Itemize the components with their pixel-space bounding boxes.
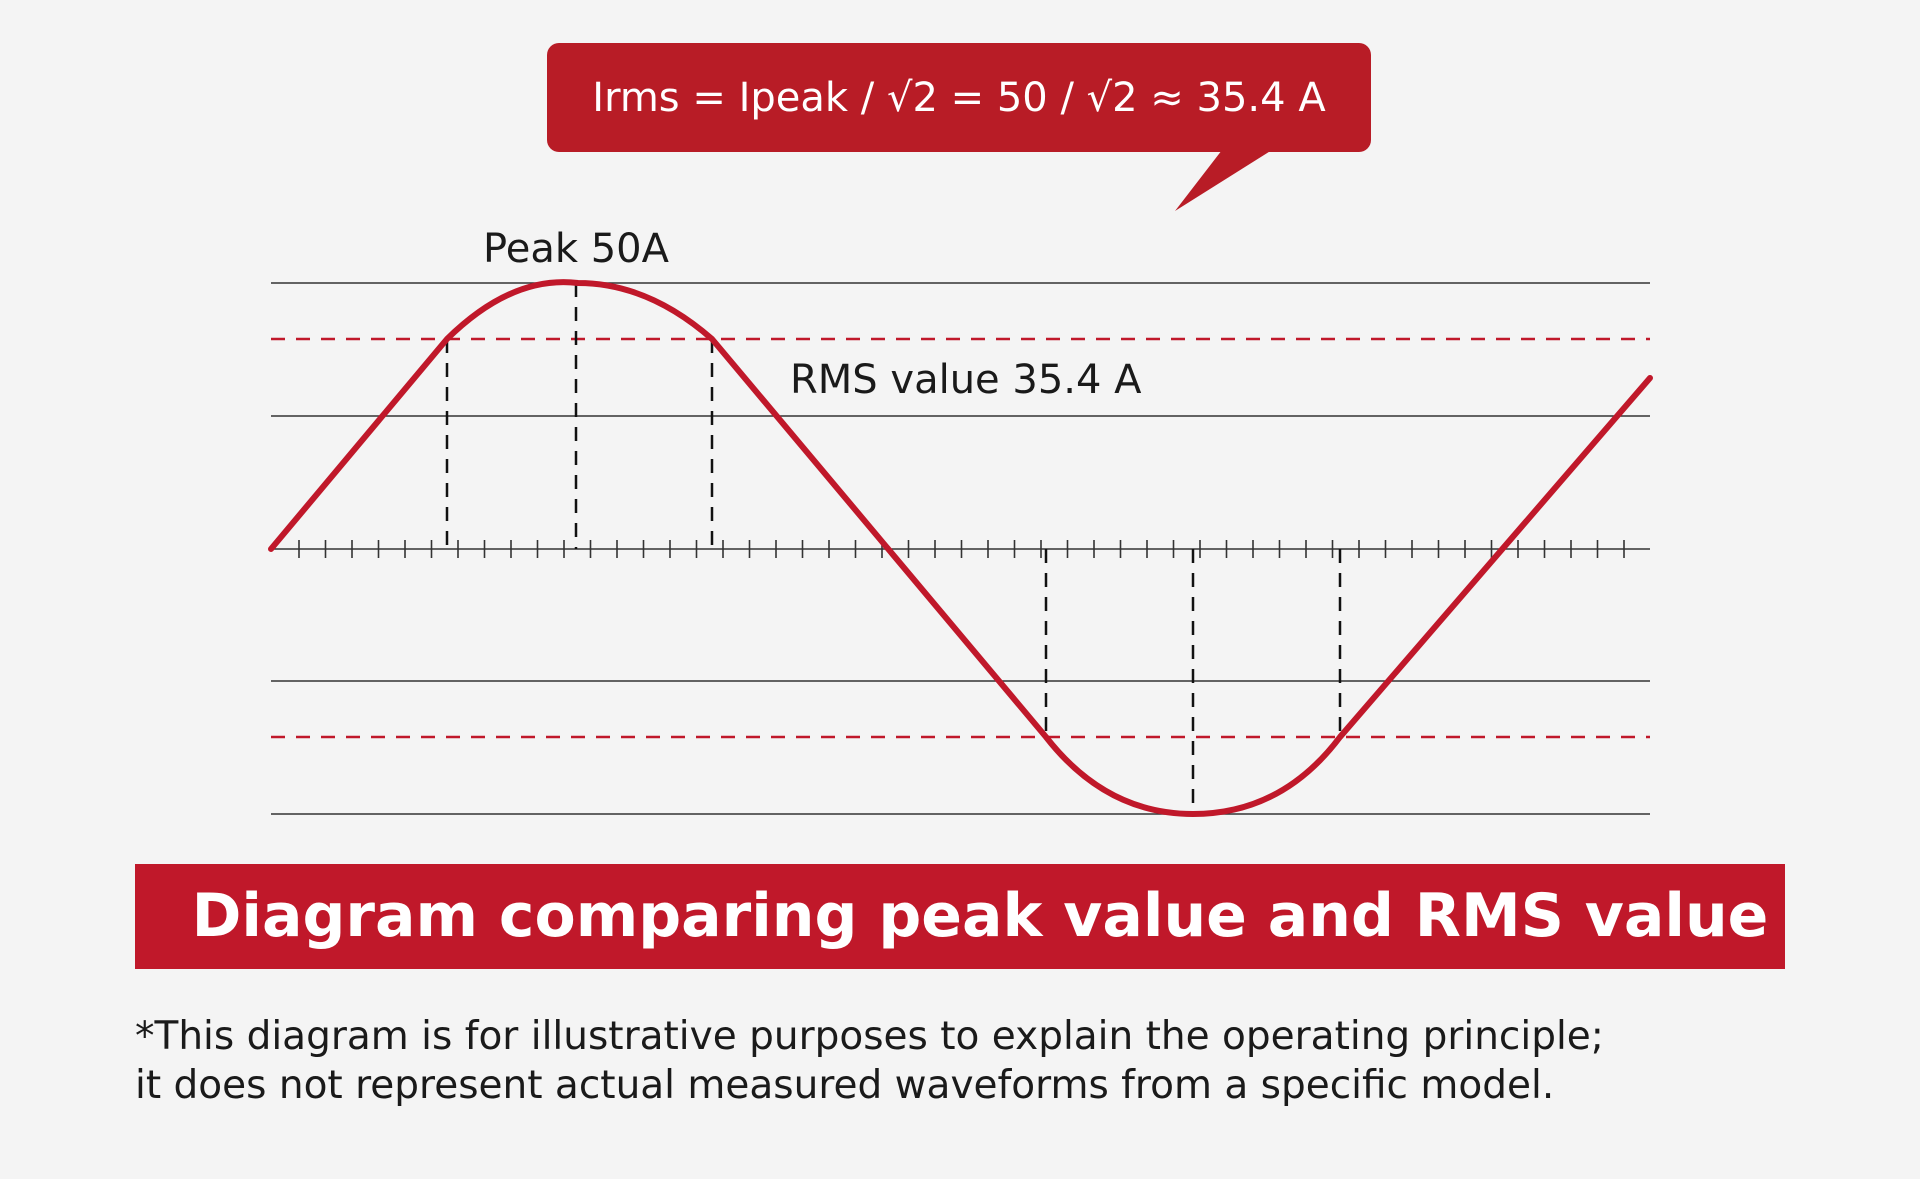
axis-ticks	[298, 540, 1625, 558]
peak-label: Peak 50A	[483, 226, 670, 272]
callout-pointer	[1175, 150, 1272, 211]
note-line-1: *This diagram is for illustrative purpos…	[135, 1014, 1604, 1059]
note-line-2: it does not represent actual measured wa…	[135, 1063, 1554, 1108]
grid	[271, 282, 1650, 815]
rms-label: RMS value 35.4 A	[790, 357, 1142, 403]
rms-lines	[271, 337, 1650, 739]
current-waveform	[268, 279, 1653, 817]
disclaimer-note: *This diagram is for illustrative purpos…	[135, 1014, 1604, 1108]
title-banner: Diagram comparing peak value and RMS val…	[135, 864, 1785, 969]
banner-title: Diagram comparing peak value and RMS val…	[192, 881, 1769, 951]
marker-lines	[445, 283, 1342, 814]
banner-background	[135, 864, 1785, 969]
callout-box	[547, 43, 1371, 152]
callout-text: Irms = Ipeak / √2 = 50 / √2 ≈ 35.4 A	[592, 75, 1326, 121]
formula-callout: Irms = Ipeak / √2 = 50 / √2 ≈ 35.4 A	[547, 43, 1371, 211]
